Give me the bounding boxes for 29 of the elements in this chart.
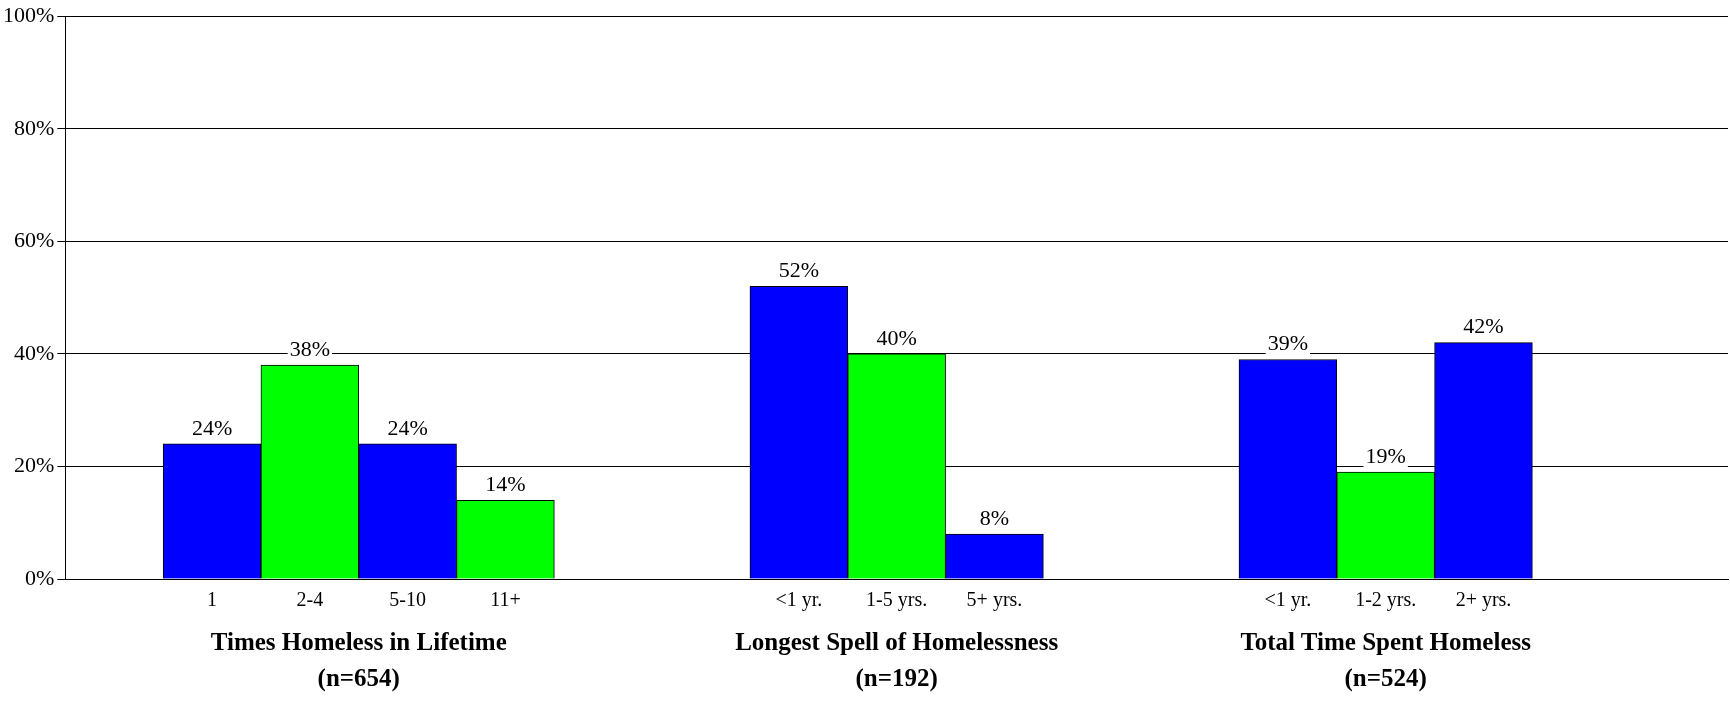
x-tick-label: 1 [207,588,218,611]
data-label: 8% [979,504,1010,530]
data-label: 40% [876,324,917,350]
y-tick-label: 100% [3,1,55,27]
text: Total Time Spent Homeless (n=524) [1240,627,1532,692]
data-label: 14% [485,470,526,496]
text: Longest Spell of Homelessness (n=192) [735,627,1059,692]
data-label: 52% [778,257,820,283]
text: Times Homeless in Lifetime (n=654) [210,627,507,692]
data-label: 42% [1463,313,1504,339]
data-label: 38% [289,335,330,361]
x-tick-label: 1-2 yrs. [1355,588,1417,612]
x-tick-label: 5-10 [389,588,426,611]
x-tick-label: <1 yr. [775,588,823,612]
y-tick-label: 0% [25,564,55,590]
data-label: 24% [191,414,233,440]
x-tick-label: <1 yr. [1264,588,1312,612]
y-tick-label: 40% [14,339,55,365]
x-tick-label: 2-4 [296,588,324,611]
data-label: 24% [387,414,428,440]
x-tick-label: 2+ yrs. [1455,588,1512,612]
data-label: 39% [1267,330,1309,356]
y-tick-label: 60% [14,227,55,253]
x-tick-label: 11+ [490,588,521,611]
x-tick-label: 5+ yrs. [966,588,1023,612]
data-label: 19% [1365,442,1406,468]
y-tick-label: 20% [14,452,55,478]
x-tick-label: 1-5 yrs. [866,588,928,612]
y-tick-label: 80% [14,114,55,140]
